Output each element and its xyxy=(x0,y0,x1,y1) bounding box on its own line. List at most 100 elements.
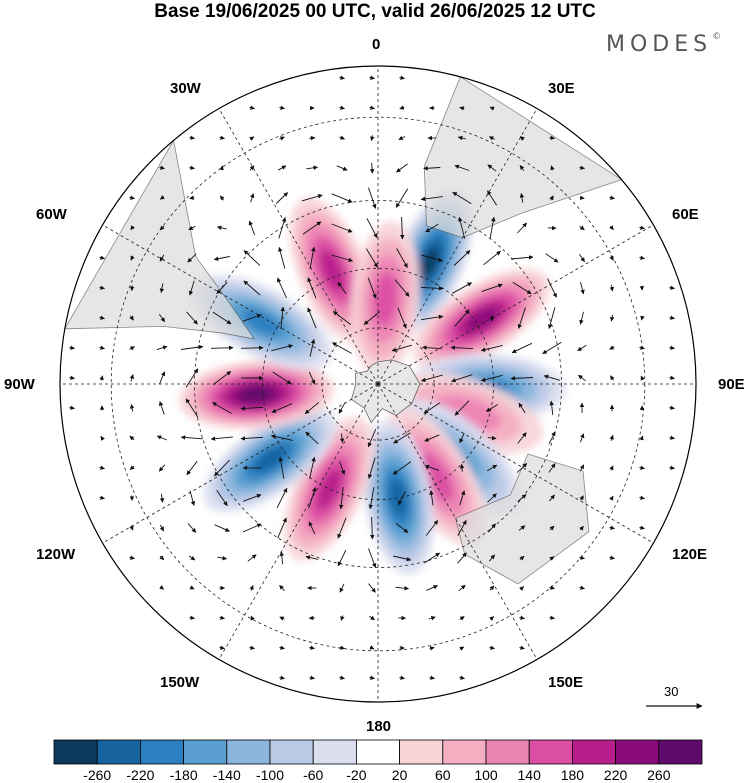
wind-vector-255 xyxy=(512,281,532,295)
wind-vector-23 xyxy=(129,525,134,531)
wind-vector-17 xyxy=(129,346,135,351)
colorbar-tick-5: -60 xyxy=(303,767,324,783)
wind-vector-214 xyxy=(452,191,472,205)
wind-vector-29 xyxy=(159,283,165,294)
anomaly-center-8 xyxy=(203,406,337,513)
lon-label-150w: 150W xyxy=(160,674,200,691)
wind-vector-58 xyxy=(219,165,224,171)
wind-vector-160 xyxy=(366,248,378,268)
wind-vector-285 xyxy=(579,165,585,170)
colorbar-tick-1: -220 xyxy=(126,767,155,783)
wind-vector-210 xyxy=(429,675,435,680)
wind-vector-166 xyxy=(370,516,375,540)
wind-vector-217 xyxy=(452,282,472,294)
wind-vector-251 xyxy=(519,165,525,171)
wind-vector-132 xyxy=(309,645,315,650)
wind-vector-244 xyxy=(487,493,497,503)
wind-vector-152 xyxy=(339,645,345,650)
wind-vector-137 xyxy=(336,165,348,171)
wind-vector-174 xyxy=(398,135,406,140)
wind-vector-200 xyxy=(420,374,443,383)
wind-vector-294 xyxy=(579,433,585,443)
wind-vector-228 xyxy=(459,616,465,621)
wind-vector-41 xyxy=(189,165,195,170)
colorbar-swatch-10 xyxy=(485,739,530,765)
wind-vector-10 xyxy=(99,465,105,470)
wind-vector-52 xyxy=(189,490,196,506)
wind-vector-26 xyxy=(159,195,165,200)
wind-vector-234 xyxy=(487,190,497,206)
wind-vector-286 xyxy=(579,195,585,200)
wind-vector-316 xyxy=(640,315,645,321)
wind-vector-60 xyxy=(216,225,227,231)
wind-vector-282 xyxy=(549,556,555,561)
wind-vector-195 xyxy=(425,223,439,233)
wind-vector-123 xyxy=(308,371,316,385)
wind-vector-73 xyxy=(219,615,225,620)
wind-vector-289 xyxy=(580,281,585,295)
wind-vector-323 xyxy=(639,525,645,530)
wind-vector-262 xyxy=(517,494,527,502)
wind-vector-2 xyxy=(69,405,75,410)
wind-vector-227 xyxy=(458,584,466,592)
colorbar-swatch-4 xyxy=(226,739,271,765)
wind-vector-124 xyxy=(304,401,320,415)
wind-vector-241 xyxy=(485,404,499,412)
wind-vector-116 xyxy=(306,165,319,171)
wind-vector-79 xyxy=(248,220,256,236)
wind-vector-318 xyxy=(640,375,645,381)
height-anomaly-field xyxy=(178,189,566,576)
wind-vector-111 xyxy=(279,616,285,621)
colorbar-tick-13: 260 xyxy=(647,767,671,783)
wind-vector-51 xyxy=(186,460,198,476)
wind-vector-302 xyxy=(609,255,614,261)
wind-vector-297 xyxy=(579,525,584,531)
wind-vector-224 xyxy=(459,490,466,506)
wind-vector-322 xyxy=(639,495,645,500)
wind-vector-186 xyxy=(393,555,412,562)
wind-vector-151 xyxy=(340,615,345,621)
wind-vector-53 xyxy=(187,523,197,533)
wind-vector-257 xyxy=(511,342,533,354)
wind-vector-121 xyxy=(307,307,317,329)
map-title: Base 19/06/2025 00 UTC, valid 26/06/2025… xyxy=(154,1,596,22)
wind-vector-47 xyxy=(181,344,204,350)
wind-vector-253 xyxy=(516,222,528,234)
wind-vector-242 xyxy=(487,435,497,441)
wind-vector-90 xyxy=(247,554,257,562)
wind-vector-226 xyxy=(457,552,467,564)
wind-vector-245 xyxy=(488,523,496,533)
wind-vector-40 xyxy=(189,135,195,140)
colorbar-tick-9: 100 xyxy=(474,767,498,783)
wind-vector-11 xyxy=(99,495,105,500)
wind-vector-325 xyxy=(669,315,675,320)
antarctica-landmass xyxy=(351,359,421,424)
wind-vector-3 xyxy=(99,255,105,260)
wind-vector-93 xyxy=(249,645,255,650)
wind-vector-237 xyxy=(481,283,503,293)
lon-label-120e: 120E xyxy=(672,546,708,563)
meridian-210 xyxy=(204,383,379,685)
wind-vector-101 xyxy=(280,306,285,329)
wind-vector-275 xyxy=(542,341,562,355)
wind-vector-248 xyxy=(489,616,495,621)
wind-vector-7 xyxy=(99,375,104,381)
wind-vector-24 xyxy=(129,555,135,560)
wind-vector-163 xyxy=(367,429,377,448)
colorbar-swatch-7 xyxy=(355,739,400,765)
wind-vector-306 xyxy=(610,375,615,381)
wind-vector-71 xyxy=(217,555,228,561)
wind-vector-80 xyxy=(243,250,261,266)
wind-vector-150 xyxy=(339,583,345,593)
meridian-330 xyxy=(204,83,379,385)
colorbar-swatch-12 xyxy=(572,739,617,765)
wind-vector-252 xyxy=(519,193,525,203)
colorbar-tick-6: -20 xyxy=(346,767,367,783)
wind-vector-263 xyxy=(518,525,526,531)
wind-vector-143 xyxy=(332,342,352,354)
wind-vector-231 xyxy=(489,106,495,111)
wind-vector-54 xyxy=(188,555,196,561)
wind-vector-206 xyxy=(424,552,441,564)
wind-vector-270 xyxy=(549,195,554,201)
wind-vector-66 xyxy=(212,402,232,414)
